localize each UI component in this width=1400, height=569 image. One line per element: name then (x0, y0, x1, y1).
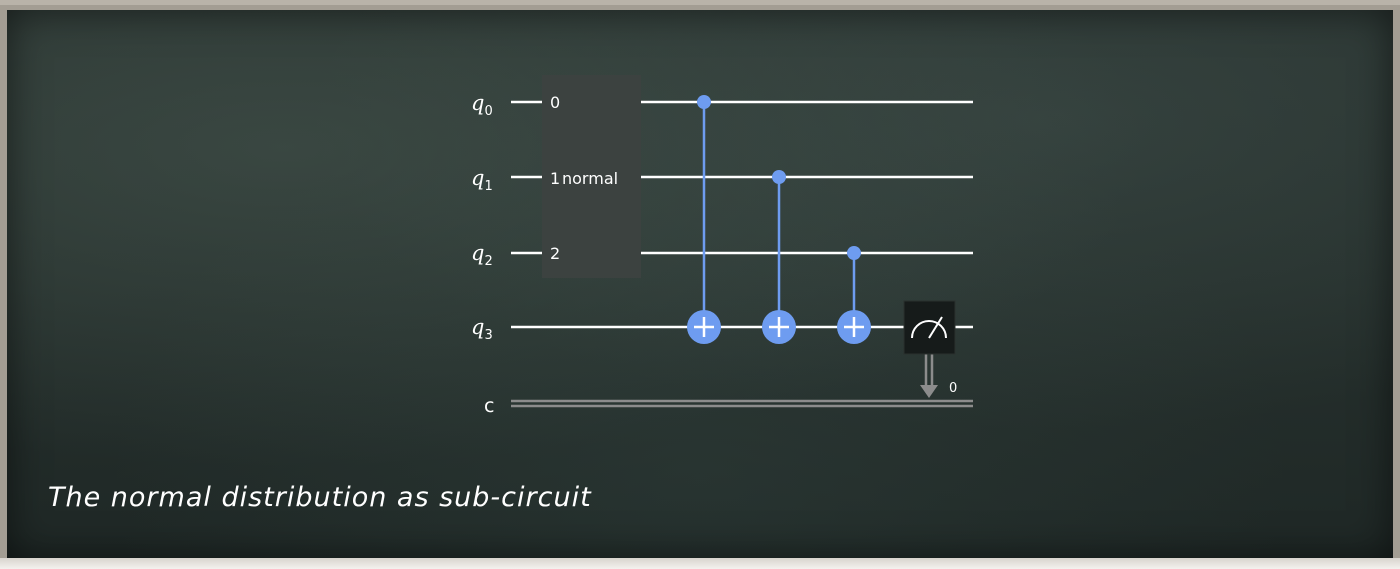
cnot-gate-q0-q3 (687, 95, 721, 344)
qubit-label-q1: q1 (471, 166, 493, 194)
cnot-control-dot (697, 95, 711, 109)
measure-box (903, 300, 956, 355)
qubit-label-q0: q0 (471, 91, 493, 119)
board-shadow-strip (0, 558, 1400, 569)
classical-register-label: c (484, 395, 494, 417)
subcircuit-normal-gate: 0 1 normal 2 (542, 75, 641, 278)
cnot-control-dot (847, 246, 861, 260)
svg-text:q2: q2 (471, 241, 493, 269)
svg-text:q0: q0 (471, 91, 493, 119)
subcircuit-box (542, 75, 641, 278)
measurement-gate: 0 (903, 300, 957, 398)
meter-arc-icon (911, 320, 947, 339)
measure-arrow-icon (920, 385, 938, 398)
subcircuit-port-0: 0 (550, 93, 560, 112)
subcircuit-port-2: 2 (550, 244, 560, 263)
qubit-label-q3: q3 (471, 315, 493, 343)
cnot-control-dot (772, 170, 786, 184)
classical-bit-index: 0 (949, 381, 957, 396)
caption: The normal distribution as sub-circuit (48, 482, 592, 513)
subcircuit-port-1: 1 (550, 169, 560, 188)
svg-text:q1: q1 (471, 166, 493, 194)
cnot-gate-q2-q3 (837, 246, 871, 344)
meter-needle-icon (928, 316, 943, 339)
cnot-gate-q1-q3 (762, 170, 796, 344)
qubit-label-q2: q2 (471, 241, 493, 269)
svg-text:q3: q3 (471, 315, 493, 343)
subcircuit-name: normal (562, 169, 618, 188)
